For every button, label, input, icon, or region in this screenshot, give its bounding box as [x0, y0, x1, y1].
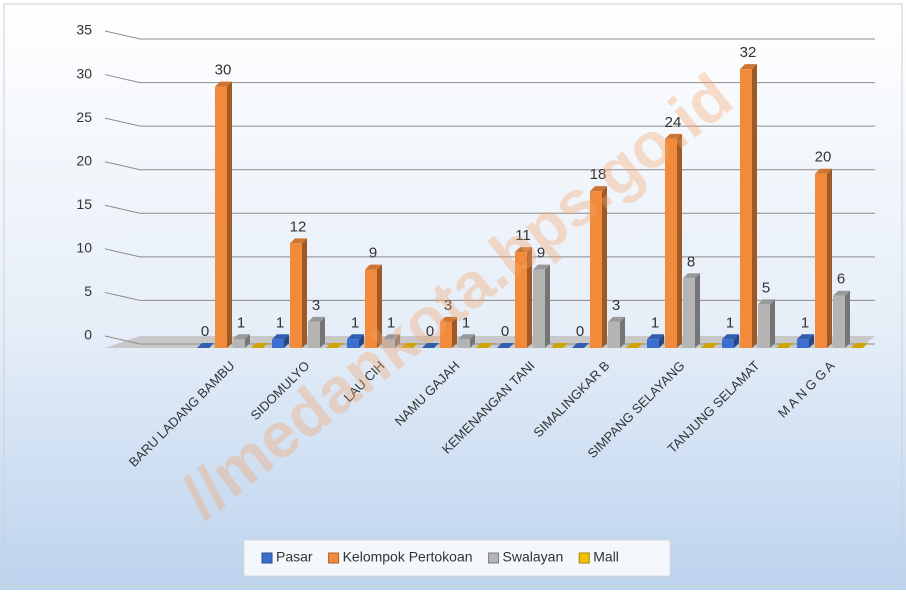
- data-label: 1: [651, 314, 659, 331]
- legend-label: Swalayan: [503, 549, 564, 565]
- legend-swatch: [329, 553, 339, 563]
- bar: [758, 304, 770, 348]
- data-label: 1: [801, 314, 809, 331]
- data-label: 32: [740, 44, 757, 61]
- data-label: 1: [726, 314, 734, 331]
- y-tick-label: 25: [76, 109, 92, 125]
- bar-side: [302, 238, 307, 348]
- bar: [533, 270, 545, 348]
- data-label: 0: [501, 323, 509, 340]
- legend-swatch: [489, 553, 499, 563]
- bar-side: [845, 291, 850, 348]
- bar: [308, 322, 320, 348]
- y-tick-label: 10: [76, 240, 92, 256]
- bar: [815, 174, 827, 348]
- data-label: 12: [290, 218, 307, 235]
- bar: [740, 69, 752, 348]
- bar-side: [827, 169, 832, 348]
- y-tick-label: 20: [76, 152, 92, 168]
- legend-swatch: [262, 553, 272, 563]
- bar: [647, 339, 659, 348]
- bar: [722, 339, 734, 348]
- y-tick-label: 5: [84, 283, 92, 299]
- bar-side: [752, 64, 757, 348]
- data-label: 3: [612, 297, 620, 314]
- bar: [797, 339, 809, 348]
- bar: [215, 87, 227, 348]
- bar-side: [695, 273, 700, 348]
- data-label: 30: [215, 62, 232, 79]
- legend-swatch: [579, 553, 589, 563]
- bar: [272, 339, 284, 348]
- bar: [233, 339, 245, 348]
- y-tick-label: 15: [76, 196, 92, 212]
- data-label: 9: [369, 245, 377, 262]
- bar-side: [227, 82, 232, 348]
- legend-label: Kelompok Pertokoan: [343, 549, 473, 565]
- legend-label: Mall: [593, 549, 619, 565]
- bar-side: [545, 265, 550, 348]
- y-tick-label: 35: [76, 22, 92, 38]
- bar-side: [320, 317, 325, 348]
- bar: [833, 296, 845, 348]
- data-label: 0: [201, 323, 209, 340]
- bar-side: [620, 317, 625, 348]
- data-label: 0: [576, 323, 584, 340]
- legend-label: Pasar: [276, 549, 313, 565]
- data-label: 20: [815, 149, 832, 166]
- bar-side: [770, 299, 775, 348]
- bar: [608, 322, 620, 348]
- y-tick-label: 30: [76, 65, 92, 81]
- data-label: 8: [687, 253, 695, 270]
- data-label: 5: [762, 279, 770, 296]
- data-label: 3: [312, 297, 320, 314]
- data-label: 1: [237, 314, 245, 331]
- y-tick-label: 0: [84, 327, 92, 343]
- data-label: 1: [276, 314, 284, 331]
- bar: [458, 339, 470, 348]
- bar: [290, 243, 302, 348]
- data-label: 6: [837, 271, 845, 288]
- bar: [683, 278, 695, 348]
